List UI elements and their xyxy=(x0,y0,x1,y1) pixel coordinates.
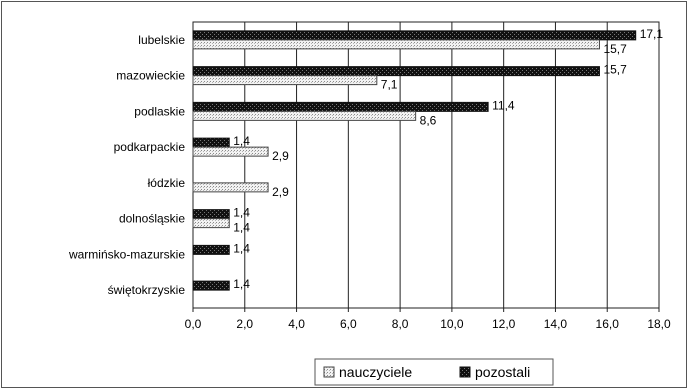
category-label: świętokrzyskie xyxy=(108,283,186,297)
legend: nauczyciele pozostali xyxy=(314,358,554,386)
data-label-pozostali: 11,4 xyxy=(492,98,515,112)
category-labels: lubelskie mazowieckie podlaskie podkarpacki… xyxy=(68,33,185,297)
data-label-nauczyciele: 2,9 xyxy=(272,185,289,199)
data-label-pozostali: 1,4 xyxy=(233,241,250,255)
data-label-pozostali: 1,4 xyxy=(233,277,250,291)
plot-area xyxy=(192,21,660,309)
category-label: dolnośląskie xyxy=(119,212,185,226)
category-label: podkarpackie xyxy=(114,140,186,154)
x-tick-labels: 0,0 2,0 4,0 6,0 8,0 10,0 12,0 14,0 16,0 18,0 xyxy=(185,317,671,331)
bar-nauczyciele xyxy=(192,182,269,193)
bar-nauczyciele xyxy=(192,75,378,86)
plot-border xyxy=(192,21,660,309)
legend-label-nauczyciele: nauczyciele xyxy=(339,364,412,380)
legend-swatch-pozostali xyxy=(459,366,471,378)
x-tick-label: 10,0 xyxy=(440,317,464,331)
data-label-nauczyciele: 2,9 xyxy=(272,149,289,163)
data-labels: 17,115,715,77,111,48,61,42,92,91,41,41,4… xyxy=(233,27,663,291)
x-tick-label: 6,0 xyxy=(340,317,357,331)
legend-label-pozostali: pozostali xyxy=(475,364,530,380)
data-label-pozostali: 15,7 xyxy=(603,63,627,77)
x-tick-label: 2,0 xyxy=(236,317,253,331)
x-tick-label: 8,0 xyxy=(392,317,409,331)
data-label-nauczyciele: 1,4 xyxy=(233,221,250,235)
data-label-nauczyciele: 7,1 xyxy=(381,78,398,92)
bar-nauczyciele xyxy=(192,39,600,50)
category-label: łódzkie xyxy=(148,176,186,190)
x-tick-label: 16,0 xyxy=(596,317,620,331)
bar-pozostali xyxy=(192,30,637,41)
category-label: warmińsko-mazurskie xyxy=(68,247,185,261)
bar-pozostali xyxy=(192,209,230,220)
x-tick-label: 12,0 xyxy=(492,317,516,331)
bar-nauczyciele xyxy=(192,146,269,157)
x-tick-label: 0,0 xyxy=(185,317,202,331)
data-label-nauczyciele: 8,6 xyxy=(420,113,437,127)
x-tick-label: 4,0 xyxy=(288,317,305,331)
bar-pozostali xyxy=(192,137,230,148)
bar-pozostali xyxy=(192,66,600,77)
data-label-pozostali: 17,1 xyxy=(640,27,664,41)
bar-nauczyciele xyxy=(192,110,417,121)
data-label-nauczyciele: 15,7 xyxy=(603,42,627,56)
bars xyxy=(192,30,637,291)
data-label-pozostali: 1,4 xyxy=(233,134,250,148)
bar-pozostali xyxy=(192,280,230,291)
category-label: lubelskie xyxy=(138,33,185,47)
x-tick-label: 14,0 xyxy=(544,317,568,331)
legend-swatch-nauczyciele xyxy=(323,366,335,378)
bar-nauczyciele xyxy=(192,218,230,229)
category-label: mazowieckie xyxy=(116,69,185,83)
bar-pozostali xyxy=(192,101,489,112)
legend-box xyxy=(314,358,554,386)
data-label-pozostali: 1,4 xyxy=(233,206,250,220)
bar-pozostali xyxy=(192,244,230,255)
category-label: podlaskie xyxy=(134,104,185,118)
x-tick-label: 18,0 xyxy=(647,317,671,331)
